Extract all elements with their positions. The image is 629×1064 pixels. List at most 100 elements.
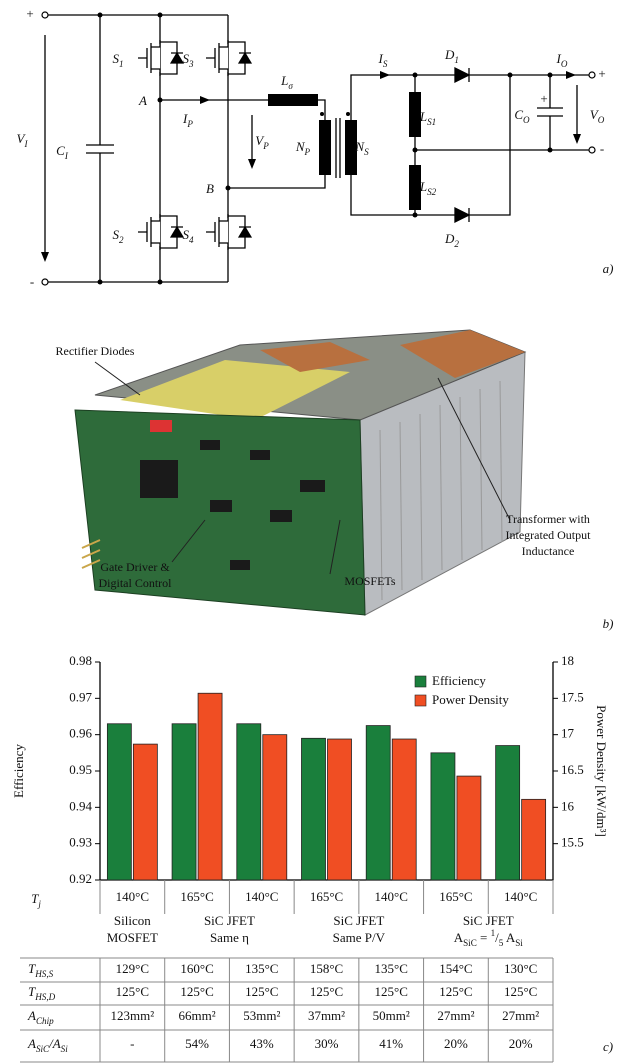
circuit-label: D2 (444, 231, 459, 249)
photo-label: MOSFETs (344, 574, 396, 588)
photo-label: Integrated Output (506, 528, 592, 542)
group-label-part: SiC (463, 938, 477, 948)
group-label-part: SiC JFET (333, 913, 384, 928)
circuit-label-part: C (514, 107, 523, 122)
circuit-label-part: L (419, 179, 427, 194)
category-row-label-part: j (37, 899, 41, 909)
table-cell: 125°C (245, 984, 278, 999)
bar (172, 724, 196, 880)
diode (455, 68, 469, 222)
bar (107, 724, 131, 880)
row-label-part: A (27, 1008, 36, 1023)
circuit-label-part: O (598, 115, 605, 125)
group-label-part: A (503, 930, 516, 945)
bar (366, 726, 390, 880)
circuit-label-part: - (600, 141, 604, 156)
y-tick-label: 0.97 (69, 689, 92, 704)
circuit-label: + (26, 6, 33, 21)
table-cell: 125°C (116, 984, 149, 999)
circuit-label-part: P (304, 147, 311, 157)
group-label-part: Si (515, 938, 523, 948)
x-tick-label: 165°C (439, 889, 472, 904)
core (336, 118, 340, 178)
panel-label: c) (603, 1039, 613, 1054)
y2-tick-label: 16.5 (561, 762, 584, 777)
y-tick-label: 0.95 (69, 762, 92, 777)
row-label-part: Si (61, 1044, 69, 1054)
bar (302, 738, 326, 880)
row-label: ASiC/ASi (27, 1036, 68, 1054)
group-label: Same P/V (333, 930, 386, 945)
group-label-part: = (477, 930, 491, 945)
table-cell: 43% (250, 1036, 274, 1051)
legend-label: Efficiency (432, 673, 486, 688)
row-label-part: A (27, 1036, 36, 1051)
bar (198, 693, 222, 880)
table-cell: 125°C (310, 984, 343, 999)
table-cell: 125°C (439, 984, 472, 999)
row-label-part: HS,D (34, 992, 55, 1002)
table-cell: 135°C (375, 961, 408, 976)
circuit-label-part: I (64, 151, 69, 161)
circuit-label-part: - (30, 274, 34, 289)
table-cell: 53mm² (243, 1008, 280, 1023)
circuit-label: S4 (182, 227, 194, 245)
group-label: Same η (210, 930, 249, 945)
row-label: THS,S (28, 961, 54, 979)
row-label-part: SiC (36, 1044, 50, 1054)
circuit-label-part: L (280, 73, 288, 88)
circuit-label: S2 (112, 227, 124, 245)
legend-swatch (415, 676, 426, 687)
circuit-label: VO (590, 107, 605, 125)
bar (496, 746, 520, 880)
circuit-label-part: S1 (427, 117, 436, 127)
photo-label: Inductance (522, 544, 575, 558)
table-cell: 125°C (375, 984, 408, 999)
circuit-label: VP (255, 133, 269, 151)
circuit-label: LS2 (419, 179, 437, 197)
circuit-label: B (206, 181, 214, 196)
circuit-label-part: S (383, 59, 388, 69)
circuit-label-part: I (23, 139, 28, 149)
row-label: THS,D (28, 984, 56, 1002)
circuit-label: IS (378, 51, 388, 69)
arrow (45, 35, 577, 258)
circuit-label: A (138, 93, 147, 108)
circuit-label-part: B (206, 181, 214, 196)
group-label: MOSFET (107, 930, 158, 945)
group-label: SiC JFET (333, 913, 384, 928)
table-cell: 66mm² (179, 1008, 216, 1023)
category-row-label: Tj (31, 891, 41, 909)
circuit-label-part: L (419, 109, 427, 124)
table-cell: 30% (315, 1036, 339, 1051)
group-label: SiC JFET (204, 913, 255, 928)
circuit-label: NP (295, 139, 311, 157)
photo-label: Rectifier Diodes (56, 344, 135, 358)
row-label-part: Chip (36, 1016, 54, 1026)
circuit-label-part: P (186, 119, 193, 129)
y2-tick-label: 17.5 (561, 689, 584, 704)
y-tick-label: 0.94 (69, 798, 92, 813)
group-label: ASiC = 1/5 ASi (454, 928, 524, 948)
body-diode (171, 227, 183, 237)
circuit-label-part: S2 (427, 187, 437, 197)
x-tick-label: 165°C (180, 889, 213, 904)
table-cell: 37mm² (308, 1008, 345, 1023)
group-label-part: Same P/V (333, 930, 386, 945)
table-cell: 160°C (180, 961, 213, 976)
circuit-label: VI (17, 131, 29, 149)
circuit-label: IO (556, 51, 568, 69)
body-diode (171, 53, 183, 63)
table-cell: 41% (379, 1036, 403, 1051)
circuit-label: S1 (112, 51, 123, 69)
bar (328, 739, 352, 880)
circuit-label-part: 1 (119, 59, 124, 69)
circuit-label-part: O (561, 59, 568, 69)
photo-label: Transformer with (506, 512, 590, 526)
circuit-label-part: + (26, 6, 33, 21)
photo: Rectifier Diodes Transformer with Integrat… (56, 330, 592, 615)
terminals (42, 12, 595, 285)
circuit-label-part: O (523, 115, 530, 125)
circuit-label: IP (182, 111, 193, 129)
